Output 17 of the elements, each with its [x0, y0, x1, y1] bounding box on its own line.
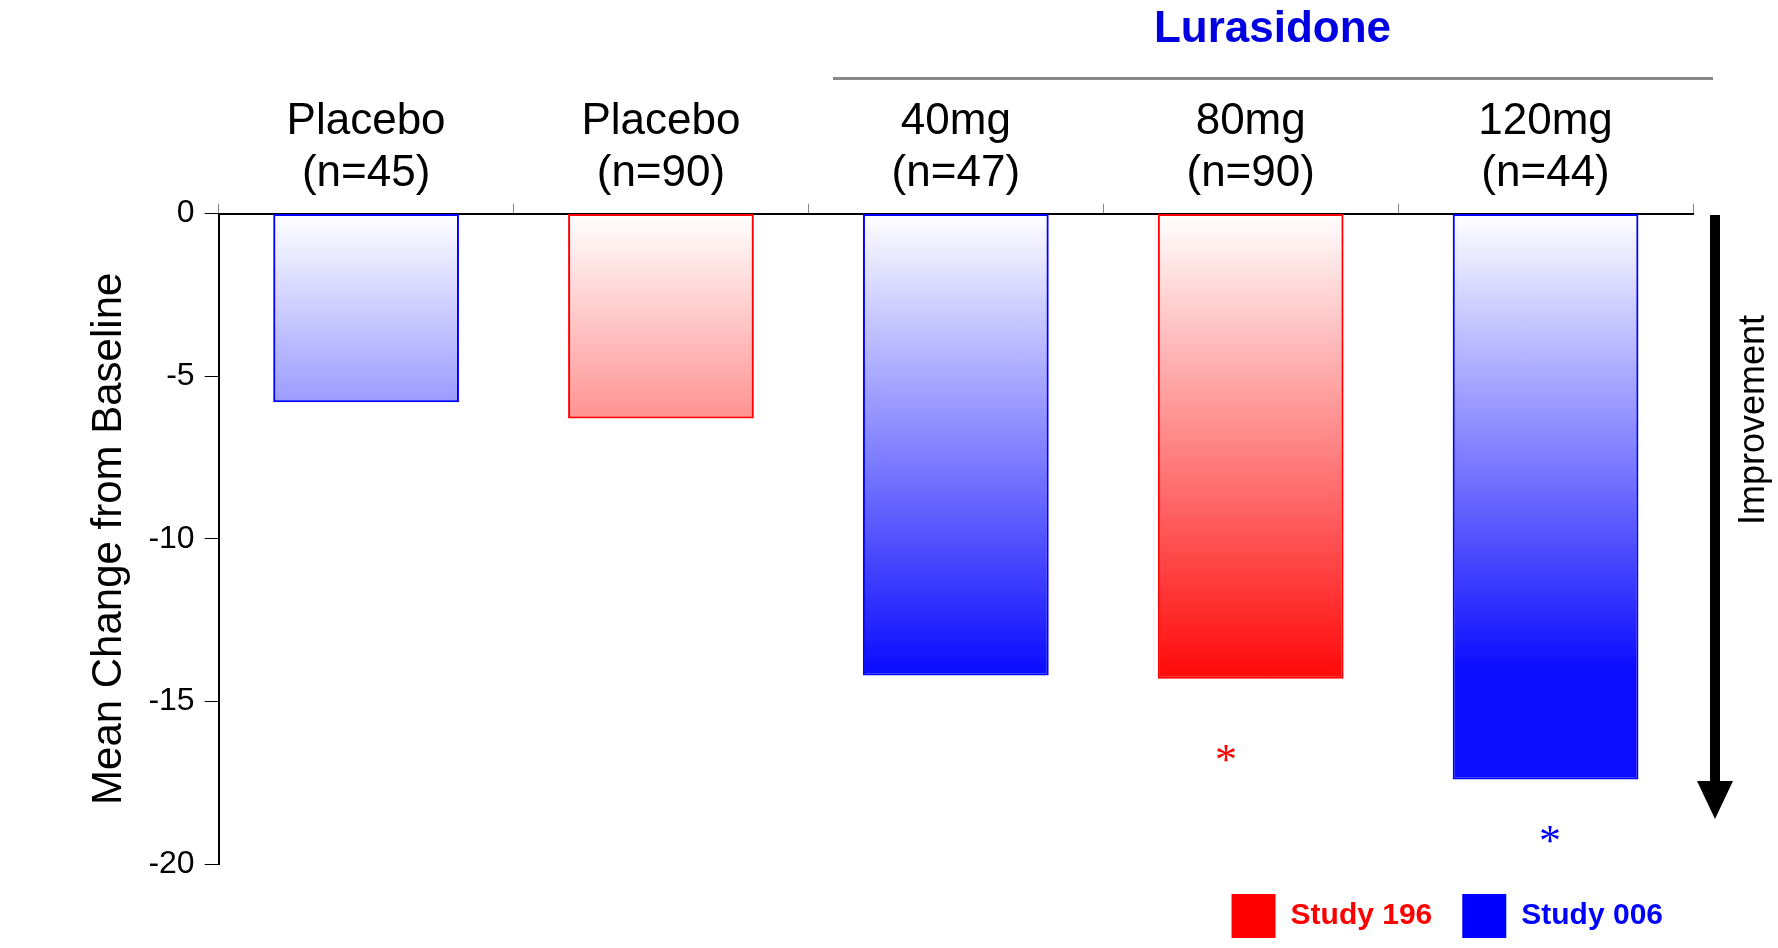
y-tick-label: 0	[176, 193, 195, 230]
x-tick-label: 80mg (n=90)	[1186, 93, 1315, 196]
y-axis-title: Mean Change from Baseline	[82, 272, 130, 805]
text: Lurasidone	[1152, 2, 1393, 52]
annotation: *	[1539, 815, 1561, 866]
legend-label: Study 006	[1521, 897, 1664, 931]
y-tick-label: -5	[166, 356, 195, 393]
text: Improvement	[1731, 314, 1773, 526]
legend-label: Study 196	[1290, 897, 1433, 931]
x-tick-label: Placebo (n=90)	[581, 93, 741, 196]
y-tick-label: -15	[148, 681, 195, 718]
annotation: *	[1215, 734, 1237, 785]
y-tick-label: -10	[148, 518, 195, 555]
x-tick-label: 120mg (n=44)	[1478, 93, 1613, 196]
x-tick-label: Placebo (n=45)	[286, 93, 446, 196]
y-tick-label: -20	[148, 843, 195, 880]
x-tick-label: 40mg (n=47)	[891, 93, 1021, 196]
